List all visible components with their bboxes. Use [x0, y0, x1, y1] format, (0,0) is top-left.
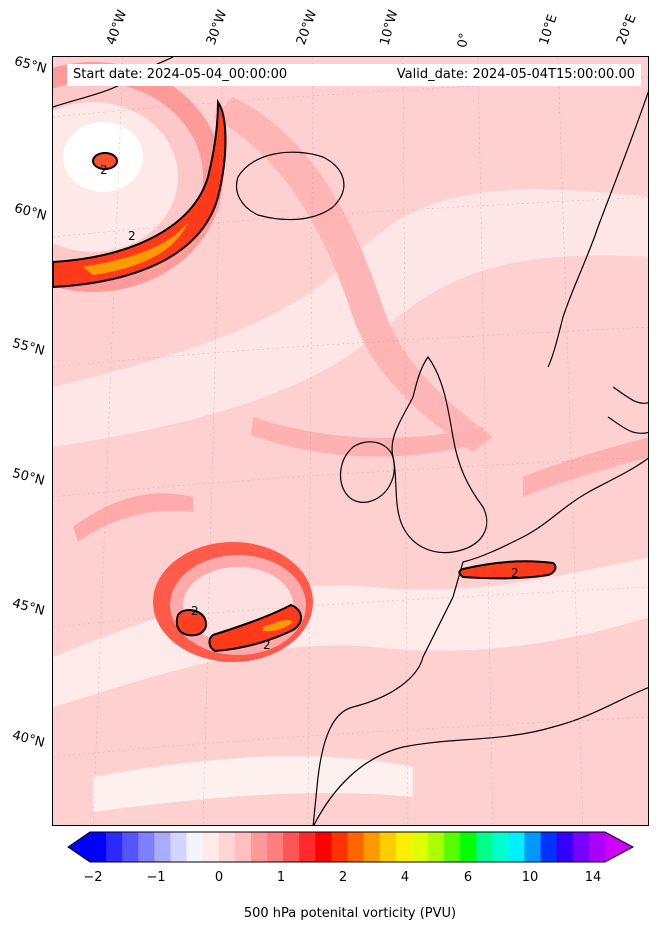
colorbar-segment: [122, 832, 139, 862]
colorbar-segment: [331, 832, 348, 862]
colorbar-segment: [154, 832, 171, 862]
colorbar-segment: [202, 832, 220, 862]
colorbar-segment: [524, 832, 542, 862]
pv-channel-streak: [458, 560, 557, 580]
pv-core-b: [208, 603, 302, 653]
colorbar-segment: [476, 832, 493, 862]
lat-label: 45°N: [10, 596, 47, 619]
colorbar-tick: 4: [400, 870, 410, 885]
pv-medium-band: [73, 493, 193, 542]
colorbar-segment: [234, 832, 252, 862]
pv-medium-band: [213, 97, 493, 452]
pv-light-band: [93, 756, 413, 812]
pv-medium-band: [251, 417, 485, 457]
colorbar-segment: [460, 832, 477, 862]
contour-label: 2: [191, 604, 199, 618]
lat-label: 40°N: [10, 728, 47, 751]
lon-label: 20°W: [293, 8, 321, 47]
colorbar-tick: 10: [521, 870, 539, 885]
colorbar-segment: [492, 832, 509, 862]
lon-label: 20°E: [614, 12, 640, 47]
colorbar-segment: [106, 832, 123, 862]
pv-light-band: [53, 189, 648, 447]
colorbar-segment: [250, 832, 268, 862]
colorbar-segment: [186, 832, 204, 862]
colorbar-segment: [588, 832, 606, 862]
lat-label: 60°N: [12, 201, 49, 224]
lon-label: 30°W: [203, 8, 231, 47]
colorbar: [67, 831, 635, 863]
colorbar-max-arrow: [605, 832, 633, 862]
ireland-coastline: [339, 441, 395, 503]
colorbar-tick: 2: [338, 870, 348, 885]
map-frame: 2 2 2 2 2: [52, 56, 649, 826]
lon-label: 10°W: [377, 8, 402, 47]
colorbar-segment: [508, 832, 526, 862]
colorbar-tick: 0: [214, 870, 224, 885]
pv-high-arc: [53, 98, 227, 289]
colorbar-segment: [411, 832, 429, 862]
pv-light-band: [53, 557, 648, 707]
norway-coastline: [547, 90, 648, 368]
colorbar-outline: [67, 831, 635, 863]
colorbar-segment: [283, 832, 300, 862]
valid-date-label: Valid_date: 2024-05-04T15:00:00.00: [357, 64, 641, 86]
colorbar-segment: [315, 832, 332, 862]
british-isles-coastline: [391, 355, 488, 554]
colorbar-segment: [347, 832, 365, 862]
colorbar-tick: 1: [276, 870, 286, 885]
iceland-coastline: [236, 151, 345, 221]
contour-label: 2: [128, 229, 136, 243]
start-date-label: Start date: 2024-05-04_00:00:00: [67, 64, 363, 86]
colorbar-segment: [540, 832, 558, 862]
colorbar-segment: [556, 832, 574, 862]
colorbar-segment: [170, 832, 188, 862]
pv-field-map: 2 2 2 2 2: [53, 57, 648, 825]
colorbar-min-arrow: [68, 832, 90, 862]
pv-core-a: [175, 609, 207, 637]
pv-medium-band: [523, 437, 648, 497]
colorbar-segment: [218, 832, 236, 862]
contour-label: 2: [263, 638, 271, 652]
continent-coastline: [312, 457, 648, 825]
lat-label: 55°N: [10, 336, 47, 359]
colorbar-segment: [299, 832, 316, 862]
lon-label: 40°W: [103, 8, 131, 47]
colorbar-segment: [444, 832, 461, 862]
colorbar-segment: [138, 832, 155, 862]
colorbar-segment: [90, 832, 107, 862]
lon-label: 10°E: [536, 12, 561, 48]
contour-label: 2: [100, 163, 108, 177]
baltic-coastline: [607, 386, 648, 434]
colorbar-segment: [363, 832, 381, 862]
lat-label: 65°N: [12, 54, 49, 77]
lat-label: 50°N: [10, 466, 47, 489]
lon-label: 0°: [455, 31, 473, 49]
colorbar-segment: [379, 832, 397, 862]
pv-small-core: [92, 152, 118, 170]
colorbar-segment: [427, 832, 445, 862]
colorbar-label: 500 hPa potenital vorticity (PVU): [243, 906, 457, 921]
iberia-coastline: [313, 687, 648, 825]
colorbar-tick: 14: [584, 870, 602, 885]
colorbar-tick: 6: [463, 870, 473, 885]
colorbar-segment: [572, 832, 590, 862]
colorbar-tick: −2: [83, 870, 103, 885]
colorbar-segment: [395, 832, 413, 862]
contour-label: 2: [511, 566, 519, 580]
colorbar-segment: [267, 832, 284, 862]
colorbar-tick: −1: [146, 870, 166, 885]
